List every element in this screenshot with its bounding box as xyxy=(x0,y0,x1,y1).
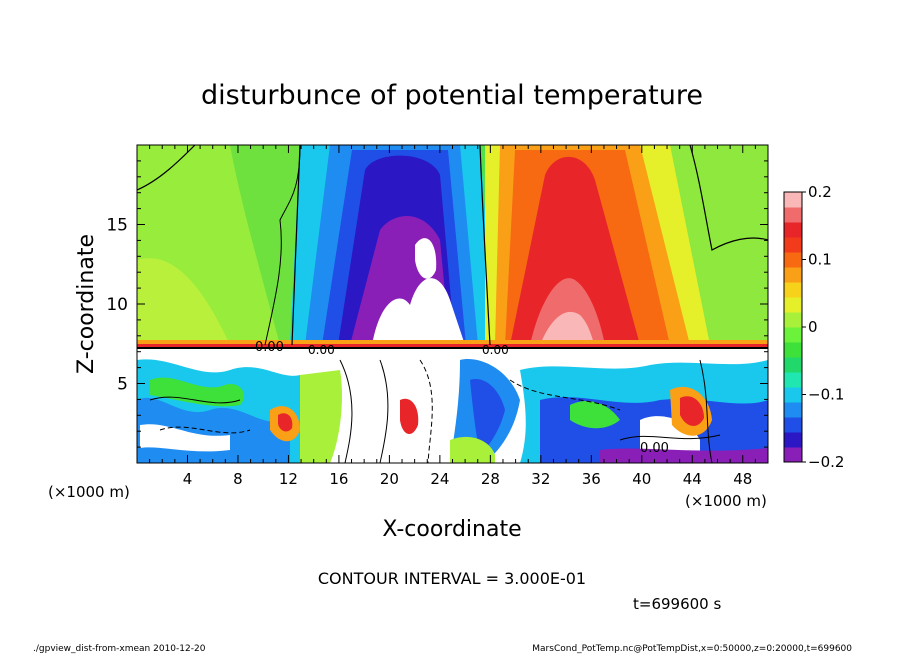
x-unit-left: (×1000 m) xyxy=(48,483,130,501)
colorbar-swatch xyxy=(784,192,802,208)
y-axis-tick-labels: 5 10 15 xyxy=(106,216,128,395)
contour-line-bl-2 xyxy=(379,359,389,463)
y-axis-label: Z-coordinate xyxy=(74,234,99,374)
x-tick-label: 12 xyxy=(279,470,298,488)
colorbar xyxy=(784,192,802,463)
chart-title: disturbunce of potential temperature xyxy=(201,80,703,111)
heatmap-cold-core xyxy=(372,278,465,345)
heatmap-upper-right-region xyxy=(660,145,768,345)
y-tick-label: 15 xyxy=(106,216,128,236)
plot-area: 0.00 0.00 0.00 0.00 xyxy=(137,145,768,463)
contour-label: 0.00 xyxy=(482,343,509,357)
heatmap-bl-blue-mid xyxy=(470,379,505,455)
contour-line-bl-6 xyxy=(699,359,713,463)
contour-line-bl-4 xyxy=(509,379,621,411)
x-tick-label: 48 xyxy=(733,470,752,488)
contour-interval-text: CONTOUR INTERVAL = 3.000E-01 xyxy=(318,569,586,588)
colorbar-swatch xyxy=(784,252,802,268)
contour-line-left-boundary xyxy=(264,145,301,346)
colorbar-swatch xyxy=(784,327,802,343)
heatmap-cold-core-top xyxy=(415,238,437,279)
colorbar-swatch xyxy=(784,207,802,223)
time-text: t=699600 s xyxy=(633,595,721,613)
colorbar-swatch xyxy=(784,447,802,463)
colorbar-swatch xyxy=(784,282,802,298)
colorbar-swatch xyxy=(784,267,802,283)
heatmap-bl-red-left xyxy=(278,413,293,432)
x-tick-label: 16 xyxy=(329,470,348,488)
heatmap-bl-white-left xyxy=(140,424,230,452)
footer-right: MarsCond_PotTemp.nc@PotTempDist,x=0:5000… xyxy=(532,644,852,654)
x-axis-label: X-coordinate xyxy=(382,517,521,542)
heatmap-warm-lightpink xyxy=(540,311,595,345)
contour-label: 0.00 xyxy=(640,441,669,456)
colorbar-swatch xyxy=(784,417,802,433)
colorbar-swatch xyxy=(784,387,802,403)
contour-line-bl-1 xyxy=(339,359,353,463)
heatmap-bl-red-right xyxy=(680,396,704,426)
x-tick-label: 32 xyxy=(531,470,550,488)
contour-line-upper-left xyxy=(137,145,196,191)
colorbar-tick-label: −0.1 xyxy=(808,386,844,404)
x-tick-label: 24 xyxy=(430,470,449,488)
contour-label: 0.00 xyxy=(308,343,335,357)
colorbar-tick-label: 0 xyxy=(808,318,818,336)
x-tick-label: 40 xyxy=(632,470,651,488)
x-tick-label: 4 xyxy=(183,470,193,488)
footer-left: ./gpview_dist-from-xmean 2010-12-20 xyxy=(33,644,206,654)
contour-line-bl-7 xyxy=(149,396,241,404)
x-tick-label: 20 xyxy=(380,470,399,488)
heatmap-upper-left-yellowish xyxy=(137,258,230,345)
colorbar-swatch xyxy=(784,372,802,388)
heatmap-bl-green-right xyxy=(570,400,620,429)
colorbar-swatch xyxy=(784,342,802,358)
y-tick-label: 5 xyxy=(117,375,128,395)
contour-line-bl-5 xyxy=(619,434,721,441)
contour-line-mid-plume xyxy=(479,145,491,346)
colorbar-tick-labels: 0.2 0.1 0 −0.1 −0.2 xyxy=(802,183,844,471)
x-axis-tick-labels: 4 8 12 16 20 24 28 32 36 40 44 48 xyxy=(183,470,753,488)
x-tick-label: 36 xyxy=(582,470,601,488)
colorbar-swatch xyxy=(784,312,802,328)
x-tick-label: 44 xyxy=(683,470,702,488)
colorbar-tick-label: 0.1 xyxy=(808,251,832,269)
x-axis-ticks xyxy=(149,145,756,463)
contour-label: 0.00 xyxy=(255,340,284,355)
heatmap-bl-green-left xyxy=(150,377,245,407)
heatmap-inversion-band-red xyxy=(137,344,768,348)
contour-line-bl-8 xyxy=(159,426,251,434)
x-tick-label: 28 xyxy=(481,470,500,488)
heatmap-bl-red-mid xyxy=(400,398,419,435)
x-tick-label: 8 xyxy=(233,470,243,488)
colorbar-swatch xyxy=(784,297,802,313)
y-tick-label: 10 xyxy=(106,295,128,315)
x-unit-right: (×1000 m) xyxy=(685,492,767,510)
heatmap-bl-green-bottom xyxy=(450,436,495,463)
heatmap-warm-red xyxy=(510,156,640,345)
colorbar-swatch xyxy=(784,357,802,373)
heatmap-bl-green-mid xyxy=(300,370,342,463)
y-axis-ticks xyxy=(137,160,768,448)
contour-line-right-plume xyxy=(689,145,768,251)
colorbar-swatch xyxy=(784,237,802,253)
contour-line-bl-3 xyxy=(419,359,433,463)
colorbar-swatch xyxy=(784,402,802,418)
colorbar-swatch xyxy=(784,432,802,448)
colorbar-tick-label: −0.2 xyxy=(808,453,844,471)
colorbar-tick-label: 0.2 xyxy=(808,183,832,201)
colorbar-swatch xyxy=(784,222,802,238)
